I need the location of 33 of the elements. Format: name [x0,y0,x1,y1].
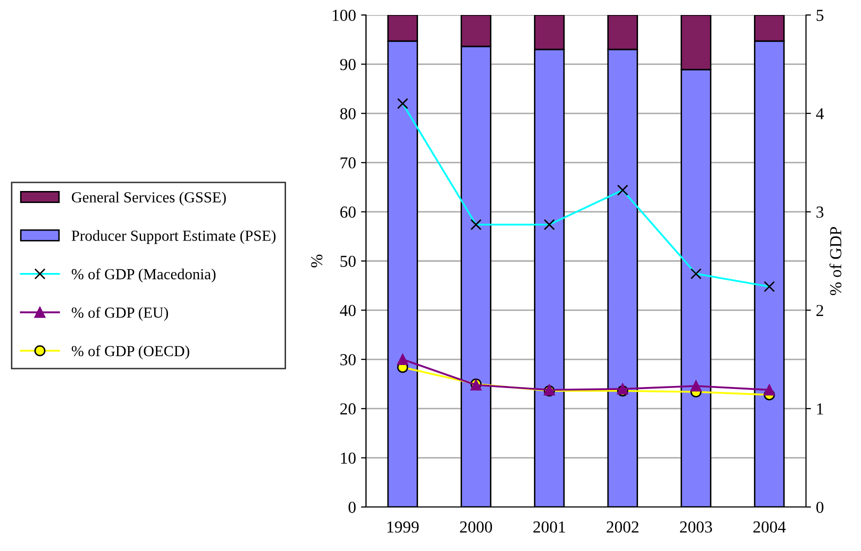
legend-label: % of GDP (OECD) [72,345,190,360]
y-tick-label: 100 [332,10,356,21]
point [397,354,408,365]
y-tick-label: 20 [340,403,356,415]
legend-label: % of GDP (EU) [72,306,168,321]
legend-label: Producer Support Estimate (PSE) [72,230,276,244]
x-tick-label: 2004 [753,521,786,533]
y2-tick-label: 0 [816,502,824,513]
y2-tick-label: 1 [817,403,824,414]
y2-axis-title: % of GDP [829,226,842,296]
y2-tick-label: 3 [816,206,824,218]
legend-label: General Services (GSSE) [72,192,226,206]
y-tick-label: 0 [348,502,356,513]
point [690,380,702,392]
y-tick-label: 10 [341,452,356,464]
x-tick-label: 2001 [533,521,565,533]
legend-label: % of GDP (Macedonia) [72,268,216,282]
x-tick-label: 2002 [606,521,638,533]
y2-tick-label: 4 [816,108,824,120]
y-tick-label: 80 [340,108,356,120]
y-tick-label: 60 [340,206,356,218]
x-tick-label: 2000 [460,521,492,533]
y2-tick-label: 5 [816,10,824,21]
y-tick-label: 50 [340,256,356,267]
y-tick-label: 30 [340,354,356,366]
y-axis-title: % [311,254,322,268]
y-tick-label: 40 [340,304,356,316]
point [764,384,775,396]
x-tick-label: 1999 [387,521,419,533]
x-tick-label: 2003 [680,521,712,533]
y-tick-label: 90 [340,58,356,70]
y-tick-label: 70 [340,157,356,169]
y2-tick-label: 2 [816,304,824,316]
